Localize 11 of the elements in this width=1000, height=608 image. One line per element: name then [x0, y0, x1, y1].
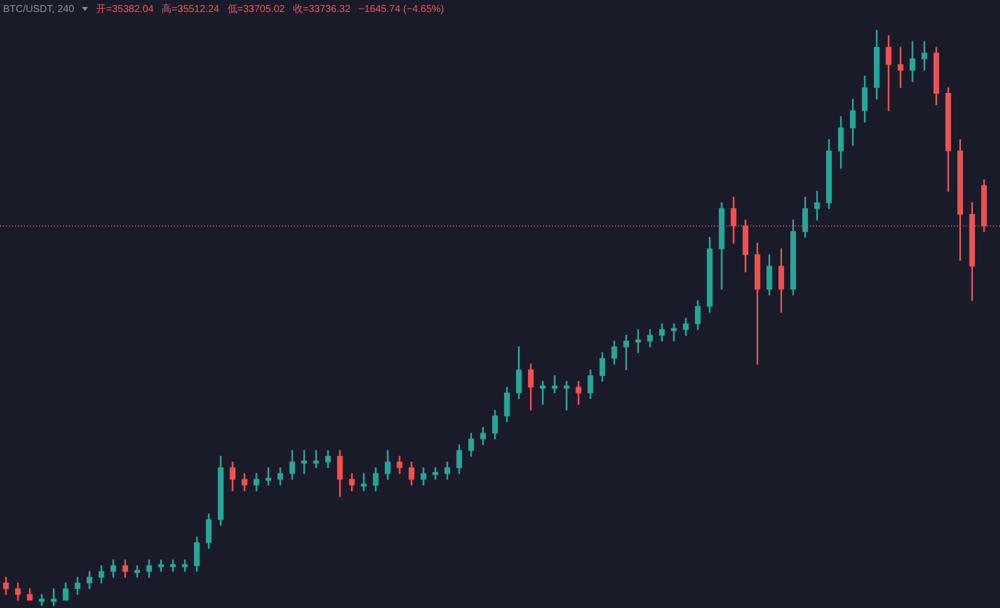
text: 高=35512.24	[162, 2, 220, 16]
text: −1645.74 (−4.65%)	[358, 4, 444, 14]
text: 低=33705.02	[227, 3, 285, 16]
candlestick	[564, 381, 570, 410]
chart-title: BTC/USDT, 240	[3, 4, 74, 14]
candlestick	[158, 560, 164, 572]
candlestick	[814, 190, 820, 220]
candlestick	[898, 46, 904, 88]
text: 开=35382.04	[96, 3, 154, 16]
text: 收=33736.32	[292, 3, 350, 16]
candlestick	[170, 560, 176, 572]
